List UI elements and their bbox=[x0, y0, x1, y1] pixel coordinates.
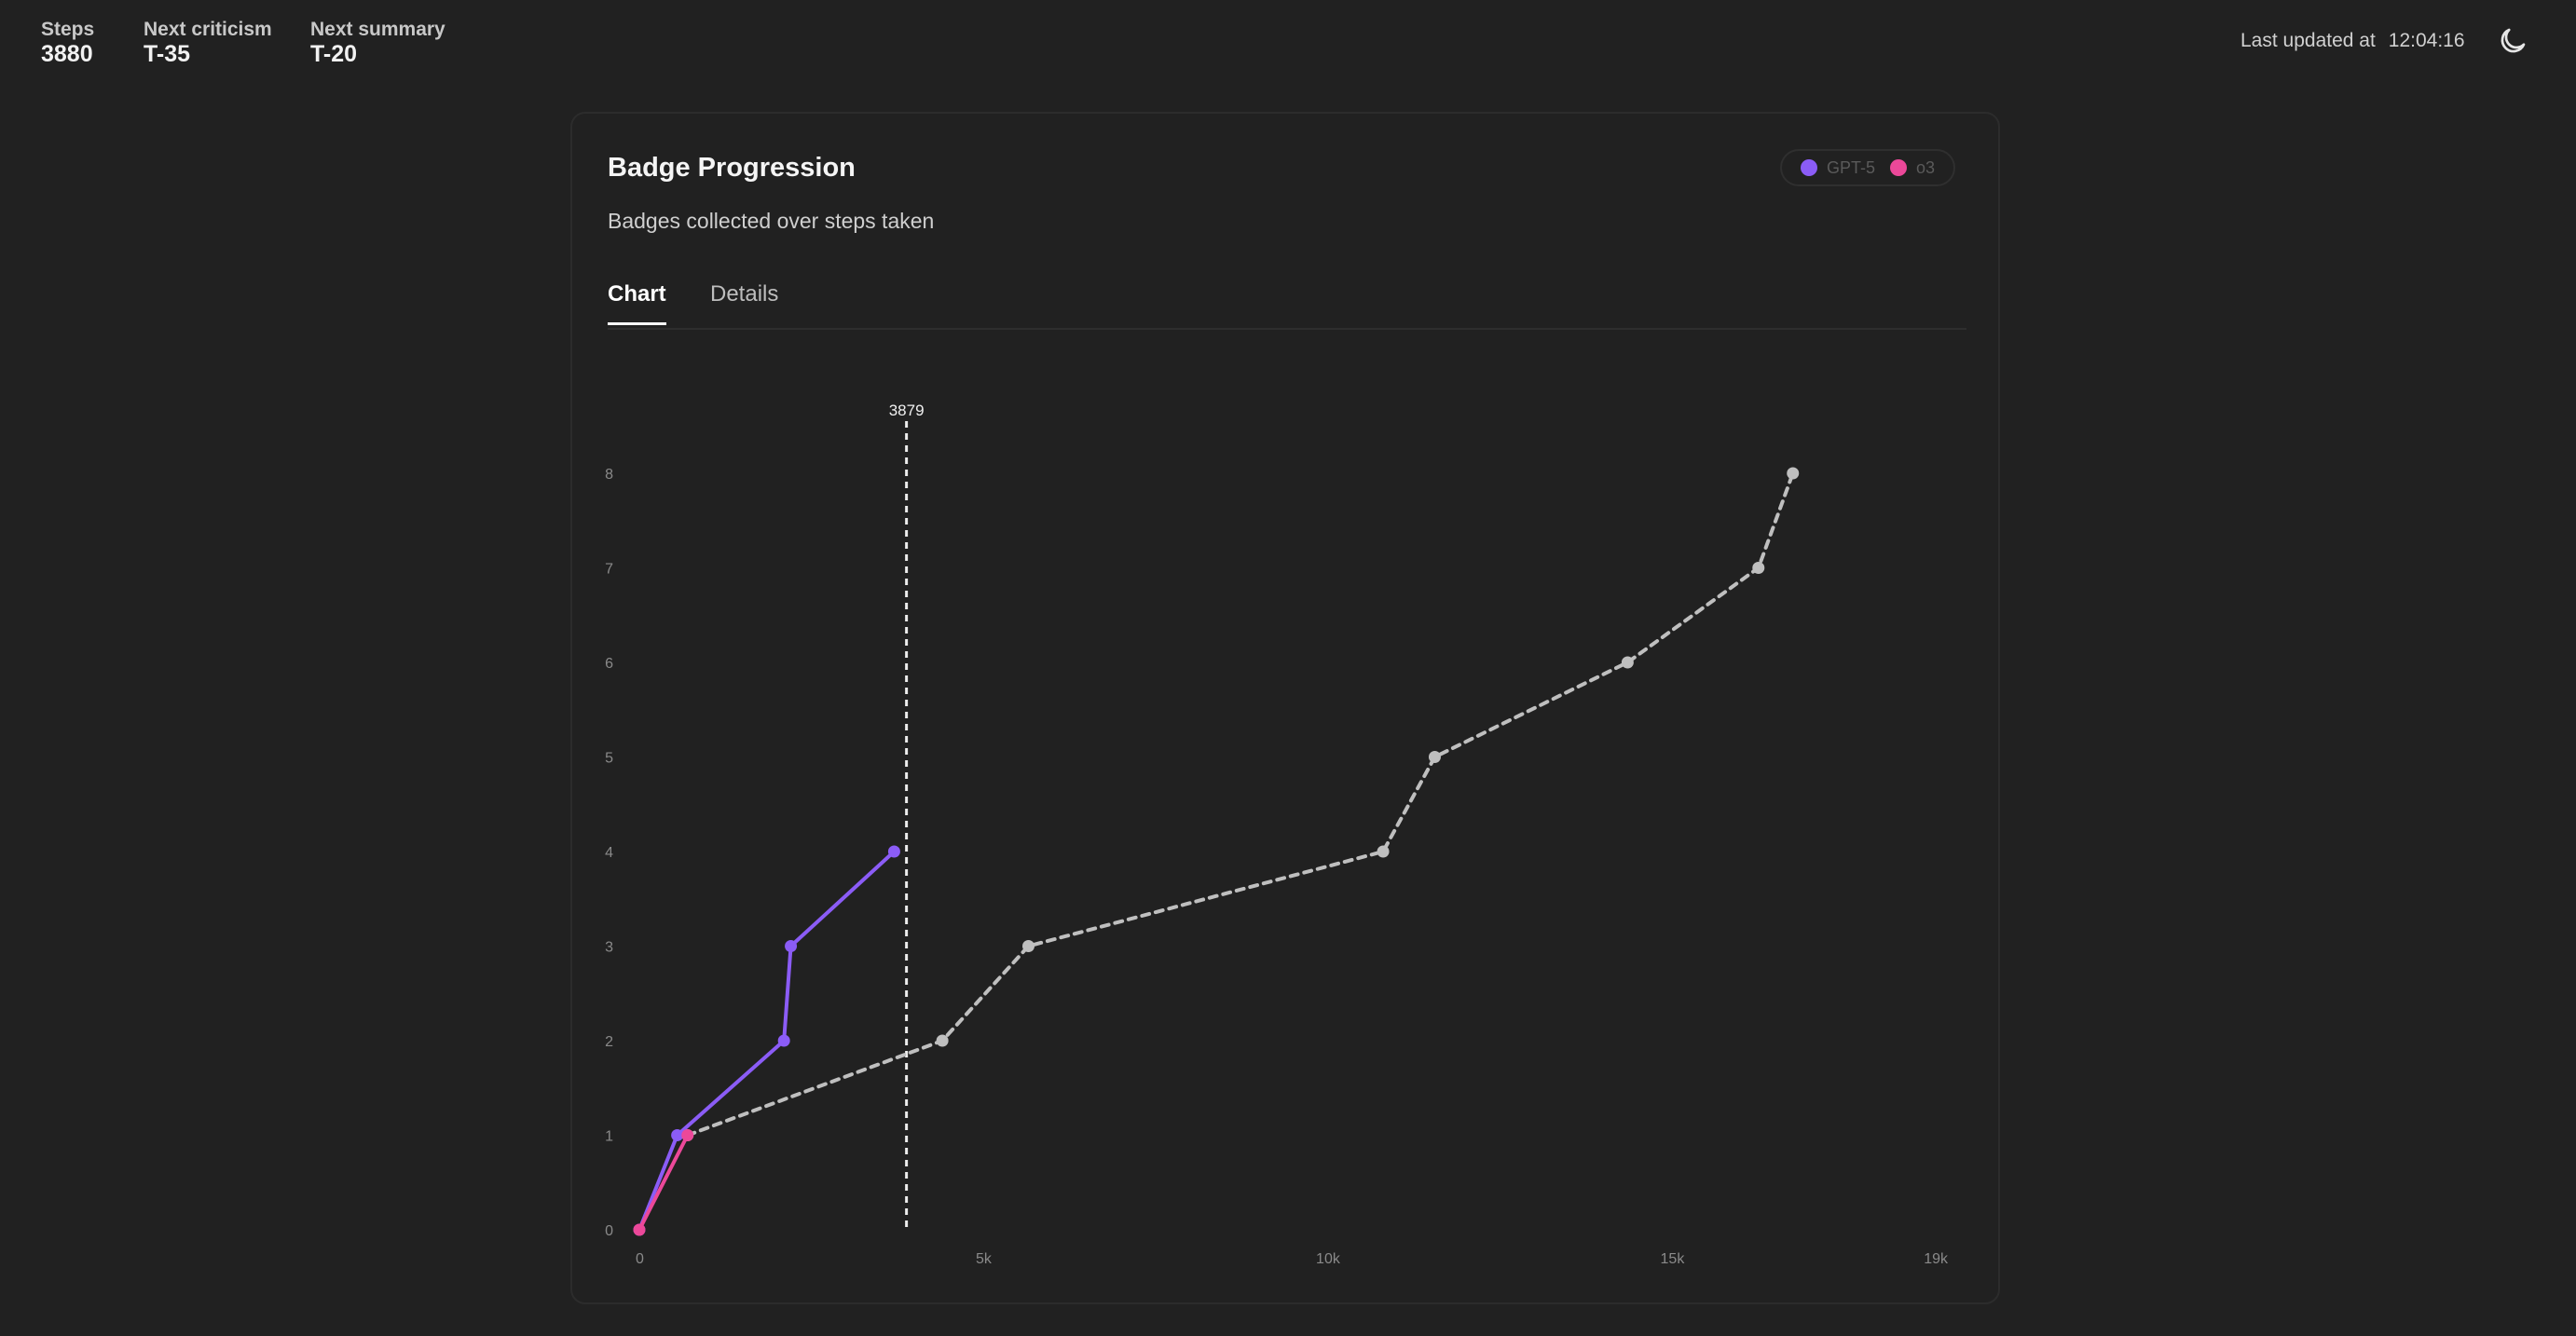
top-status-bar: Steps 3880 Next criticism T-35 Next summ… bbox=[0, 0, 2576, 84]
stat-next-criticism: Next criticism T-35 bbox=[144, 19, 272, 67]
data-point-projection bbox=[1787, 467, 1800, 480]
y-tick-label: 5 bbox=[605, 751, 613, 767]
moon-icon bbox=[2501, 28, 2526, 53]
y-tick-label: 8 bbox=[605, 467, 613, 483]
y-tick-label: 1 bbox=[605, 1129, 613, 1145]
current-step-label: 3879 bbox=[889, 402, 925, 419]
legend-label-gpt5: GPT-5 bbox=[1827, 157, 1876, 177]
legend-item-gpt5[interactable]: GPT-5 bbox=[1801, 158, 1875, 178]
x-tick-label: 5k bbox=[976, 1251, 993, 1267]
x-tick-label: 15k bbox=[1661, 1251, 1686, 1267]
y-tick-label: 6 bbox=[605, 656, 613, 672]
x-tick-label: 0 bbox=[636, 1251, 644, 1267]
badge-progression-card: Badge Progression Badges collected over … bbox=[570, 112, 2000, 1304]
y-tick-label: 7 bbox=[605, 562, 613, 578]
last-updated: Last updated at 12:04:16 bbox=[2240, 30, 2465, 52]
legend-item-o3[interactable]: o3 bbox=[1890, 158, 1935, 178]
theme-toggle-button[interactable] bbox=[2496, 24, 2529, 58]
data-point-gpt5 bbox=[887, 845, 900, 858]
legend-swatch-o3 bbox=[1890, 159, 1908, 176]
series-line-projection bbox=[685, 471, 1795, 1138]
legend-swatch-gpt5 bbox=[1801, 159, 1817, 176]
y-tick-label: 3 bbox=[605, 940, 613, 956]
last-updated-label: Last updated at bbox=[2240, 30, 2376, 51]
y-tick-label: 4 bbox=[605, 845, 613, 861]
data-point-projection bbox=[1022, 940, 1035, 952]
card-title: Badge Progression bbox=[608, 153, 856, 183]
badge-progression-chart: 0 1 2 3 4 5 6 7 8 0 5k 10k 15k 19k 3879 bbox=[605, 402, 1949, 1267]
stat-next-summary-value: T-20 bbox=[310, 41, 358, 67]
stat-next-summary-label: Next summary bbox=[310, 19, 445, 40]
data-point-o3 bbox=[633, 1223, 646, 1236]
data-point-gpt5 bbox=[777, 1034, 790, 1047]
card-tabs: Chart Details bbox=[608, 281, 1966, 330]
data-point-gpt5 bbox=[671, 1129, 684, 1141]
series-line-o3 bbox=[637, 1133, 690, 1232]
data-point-o3 bbox=[681, 1129, 694, 1141]
stat-next-summary: Next summary T-20 bbox=[310, 19, 445, 67]
stat-next-criticism-label: Next criticism bbox=[144, 19, 272, 40]
x-tick-label: 10k bbox=[1316, 1251, 1341, 1267]
data-point-projection bbox=[1377, 845, 1390, 858]
data-point-projection bbox=[1752, 562, 1765, 574]
data-point-projection bbox=[936, 1034, 949, 1047]
x-tick-label: 19k bbox=[1924, 1251, 1949, 1267]
last-updated-time: 12:04:16 bbox=[2388, 30, 2465, 51]
data-point-gpt5 bbox=[785, 940, 798, 952]
chart-legend: GPT-5 o3 bbox=[1780, 149, 1956, 186]
y-tick-label: 2 bbox=[605, 1034, 613, 1050]
tab-details[interactable]: Details bbox=[710, 281, 779, 307]
tab-chart[interactable]: Chart bbox=[608, 281, 666, 325]
card-subtitle: Badges collected over steps taken bbox=[608, 209, 935, 233]
stat-steps: Steps 3880 bbox=[41, 19, 94, 67]
data-point-projection bbox=[1621, 656, 1634, 669]
y-tick-label: 0 bbox=[605, 1223, 613, 1239]
series-line-gpt5 bbox=[637, 850, 897, 1232]
legend-label-o3: o3 bbox=[1916, 157, 1936, 177]
stat-next-criticism-value: T-35 bbox=[144, 41, 191, 67]
data-point-projection bbox=[1428, 751, 1441, 763]
stat-steps-label: Steps bbox=[41, 19, 95, 40]
stat-steps-value: 3880 bbox=[41, 41, 93, 67]
